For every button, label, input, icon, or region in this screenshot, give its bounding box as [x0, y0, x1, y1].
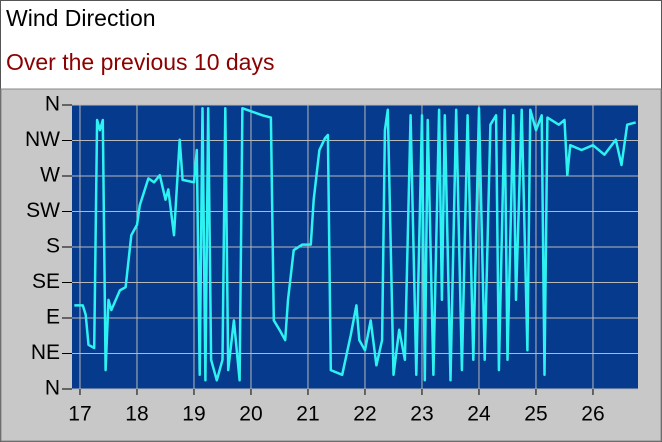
y-tick-label: N	[45, 377, 60, 400]
y-tick-label: E	[46, 306, 60, 329]
x-tick-label: 22	[353, 403, 376, 426]
y-tick-label: W	[40, 164, 60, 187]
x-tick-label: 25	[524, 403, 547, 426]
x-tick-label: 18	[125, 403, 148, 426]
y-tick-label: NW	[25, 128, 60, 151]
x-tick-label: 26	[581, 403, 604, 426]
x-tick-label: 20	[239, 403, 262, 426]
y-tick-label: SE	[32, 270, 60, 293]
chart-subtitle: Over the previous 10 days	[6, 49, 274, 75]
chart-title: Wind Direction	[6, 5, 156, 31]
x-tick-label: 19	[182, 403, 205, 426]
line	[74, 106, 637, 382]
x-tick-label: 23	[410, 403, 433, 426]
y-tick-label: SW	[26, 199, 60, 222]
x-tick-label: 24	[467, 403, 491, 426]
y-tick-label: S	[46, 235, 60, 258]
y-tick-label: NE	[31, 341, 60, 364]
x-tick-label: 21	[296, 403, 319, 426]
x-tick-label: 17	[68, 403, 91, 426]
y-tick-label: N	[45, 93, 60, 116]
